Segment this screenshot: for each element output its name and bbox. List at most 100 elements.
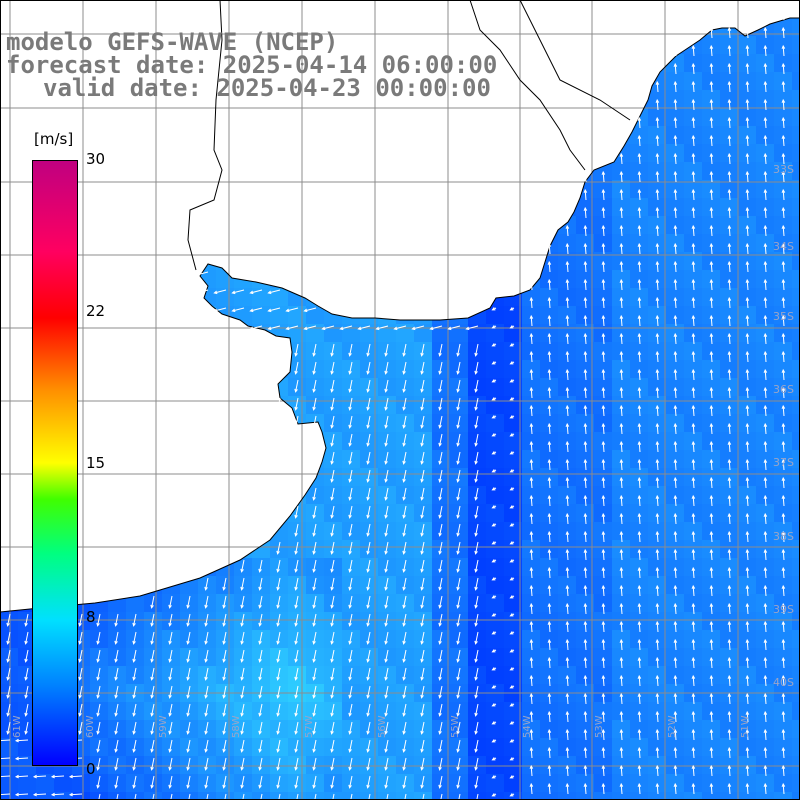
wind-arrow [349, 397, 353, 410]
wind-arrow-head [565, 548, 570, 553]
wind-arrow [403, 559, 407, 572]
wind-arrow-head [456, 442, 460, 447]
speed-cell [756, 360, 774, 378]
wind-arrow [205, 721, 209, 734]
wind-arrow [656, 513, 659, 525]
wind-arrow-head [673, 188, 678, 193]
wind-arrow [457, 577, 461, 590]
wind-arrow-head [384, 478, 388, 483]
speed-cell [594, 504, 612, 522]
wind-arrow-head [637, 656, 642, 661]
wind-arrow-head [258, 748, 262, 753]
speed-cell [522, 306, 540, 324]
wind-arrow-head [114, 658, 118, 663]
wind-arrow-head [691, 458, 696, 463]
wind-arrow [728, 675, 731, 687]
wind-arrow [584, 297, 587, 309]
wind-arrow-head [619, 224, 624, 229]
wind-arrow-head [150, 730, 154, 735]
speed-cell [630, 468, 648, 486]
speed-cell [774, 792, 792, 800]
wind-arrow [475, 757, 479, 770]
wind-arrow-head [763, 422, 768, 427]
wind-arrow-head [547, 656, 552, 661]
wind-arrow [151, 667, 155, 680]
wind-arrow-head [276, 550, 280, 555]
wind-arrow-head [655, 170, 660, 175]
wind-arrow [530, 315, 533, 327]
wind-arrow-head [763, 584, 768, 589]
speed-cell [648, 108, 666, 126]
speed-cell [630, 270, 648, 288]
wind-arrow [728, 63, 731, 75]
wind-arrow [638, 405, 641, 417]
lat-label: 36S [773, 383, 794, 396]
wind-arrow-head [474, 784, 478, 789]
wind-arrow-head [673, 458, 678, 463]
wind-arrow [620, 531, 623, 543]
wind-arrow-head [357, 326, 362, 331]
wind-arrow [349, 469, 353, 482]
wind-arrow [782, 135, 785, 147]
wind-arrow-head [366, 676, 370, 681]
wind-arrow-head [312, 676, 316, 681]
wind-arrow-head [673, 296, 678, 301]
wind-arrow [764, 549, 767, 561]
wind-arrow [566, 261, 569, 273]
wind-arrow-head [168, 748, 172, 753]
speed-cell [540, 468, 558, 486]
wind-arrow [728, 621, 731, 633]
wind-arrow-head [655, 512, 660, 517]
wind-arrow-head [276, 568, 280, 573]
wind-arrow-head [258, 694, 262, 699]
wind-arrow [746, 405, 749, 417]
wind-arrow-head [294, 424, 298, 429]
wind-arrow [439, 379, 443, 392]
wind-arrow-head [781, 350, 786, 355]
speed-cell [738, 144, 756, 162]
wind-arrow [710, 63, 713, 75]
wind-arrow-head [366, 568, 370, 573]
wind-arrow [439, 631, 443, 644]
wind-arrow-head [132, 712, 136, 717]
wind-arrow-head [673, 494, 678, 499]
wind-arrow-head [420, 640, 424, 645]
wind-arrow-head [763, 26, 768, 31]
speed-cell [432, 792, 450, 800]
wind-arrow [746, 189, 749, 201]
wind-arrow-head [456, 658, 460, 663]
wind-arrow-head [763, 350, 768, 355]
wind-arrow [548, 243, 551, 255]
wind-arrow [223, 685, 227, 698]
wind-arrow-head [150, 748, 154, 753]
wind-arrow [566, 765, 569, 777]
wind-arrow [674, 639, 677, 651]
wind-arrow-head [601, 782, 606, 787]
speed-cell [612, 216, 630, 234]
wind-arrow [602, 711, 605, 723]
wind-arrow [187, 739, 191, 752]
speed-cell [738, 126, 756, 144]
wind-arrow-head [114, 694, 118, 699]
wind-arrow [548, 567, 551, 579]
wind-arrow [548, 549, 551, 561]
wind-arrow-head [547, 602, 552, 607]
speed-cell [558, 468, 576, 486]
speed-cell [558, 756, 576, 774]
wind-arrow-head [637, 638, 642, 643]
speed-cell [738, 774, 756, 792]
wind-arrow [349, 433, 353, 446]
wind-arrow [584, 477, 587, 489]
speed-cell [720, 486, 738, 504]
wind-arrow-head [781, 80, 786, 85]
speed-cell [792, 738, 800, 756]
speed-cell [36, 774, 54, 792]
wind-arrow-head [727, 260, 732, 265]
wind-arrow-head [601, 656, 606, 661]
speed-cell [612, 594, 630, 612]
wind-arrow-head [745, 332, 750, 337]
speed-cell [558, 612, 576, 630]
speed-cell [198, 792, 216, 800]
wind-arrow [548, 747, 551, 759]
speed-cell [756, 216, 774, 234]
